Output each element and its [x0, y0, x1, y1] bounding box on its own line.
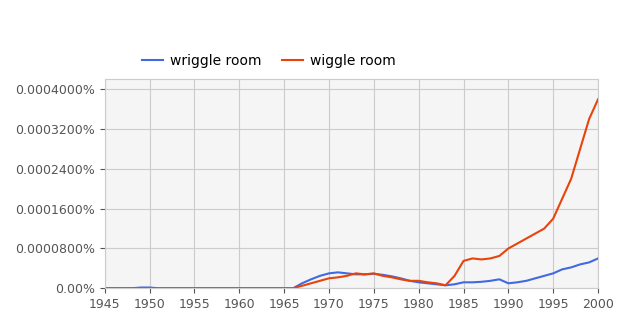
- wriggle room: [406, 279, 413, 283]
- wiggle room: [110, 286, 118, 290]
- wriggle room: [477, 280, 485, 284]
- wiggle room: [101, 286, 108, 290]
- wiggle room: [424, 280, 431, 284]
- wriggle room: [110, 286, 118, 290]
- Line: wriggle room: wriggle room: [104, 259, 598, 288]
- wriggle room: [281, 286, 288, 290]
- wriggle room: [594, 257, 602, 260]
- wriggle room: [101, 286, 108, 290]
- wiggle room: [477, 258, 485, 261]
- wiggle room: [594, 97, 602, 101]
- Legend: wriggle room, wiggle room: wriggle room, wiggle room: [136, 49, 401, 74]
- Line: wiggle room: wiggle room: [104, 99, 598, 288]
- wiggle room: [406, 279, 413, 283]
- wriggle room: [379, 273, 387, 277]
- wriggle room: [424, 281, 431, 285]
- wiggle room: [281, 286, 288, 290]
- wiggle room: [379, 274, 387, 278]
